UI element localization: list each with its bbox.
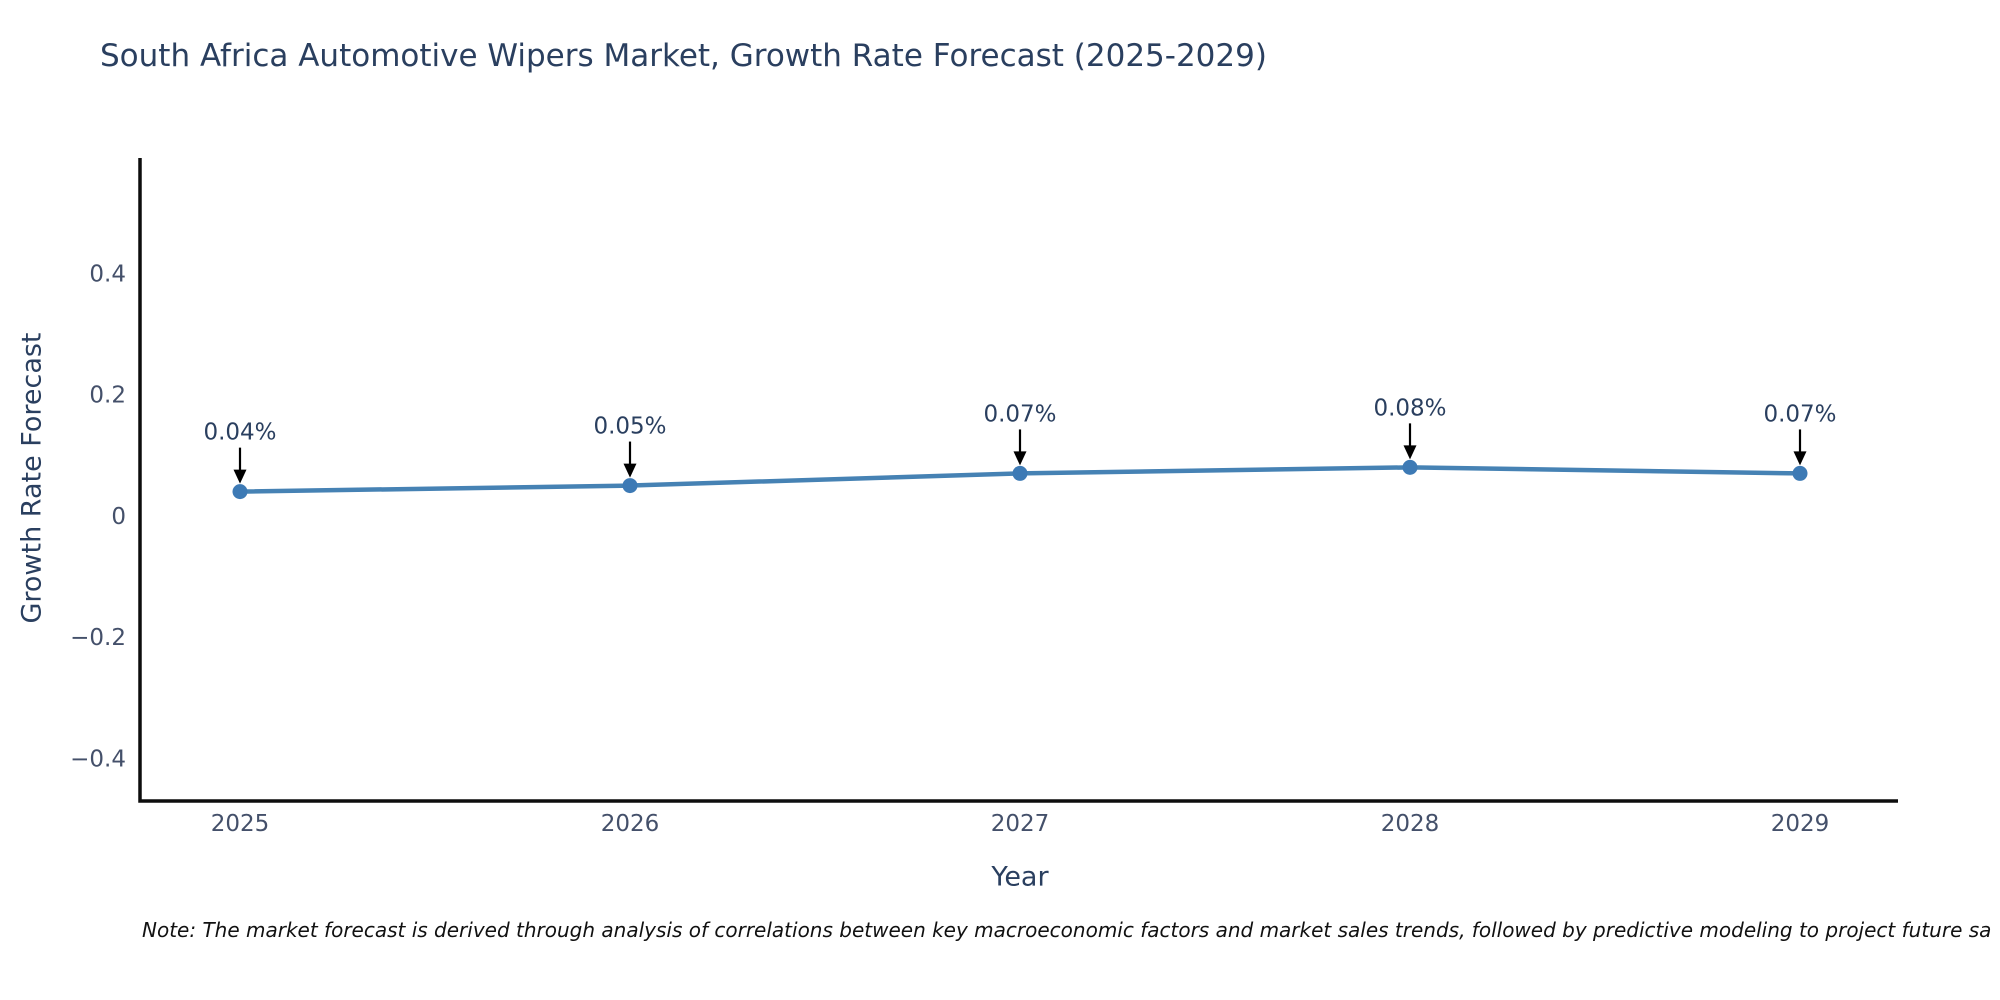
x-tick-label: 2027 bbox=[991, 811, 1050, 837]
x-tick-label: 2029 bbox=[1771, 811, 1830, 837]
annotation-arrow-head bbox=[233, 469, 247, 484]
point-annotation-label: 0.05% bbox=[593, 414, 666, 440]
y-tick-label: 0.2 bbox=[89, 383, 126, 409]
data-point-marker bbox=[1012, 465, 1028, 481]
annotation-arrow-head bbox=[623, 463, 637, 478]
y-tick-label: 0.4 bbox=[89, 261, 126, 287]
point-annotation-label: 0.08% bbox=[1373, 395, 1446, 421]
point-annotation-label: 0.07% bbox=[1763, 401, 1836, 427]
point-annotation-label: 0.04% bbox=[203, 420, 276, 446]
x-tick-label: 2028 bbox=[1381, 811, 1440, 837]
data-point-marker bbox=[1792, 465, 1808, 481]
annotation-arrow-head bbox=[1793, 451, 1807, 466]
data-point-marker bbox=[622, 478, 638, 494]
point-annotation-label: 0.07% bbox=[983, 401, 1056, 427]
y-tick-label: −0.2 bbox=[70, 625, 126, 651]
y-tick-label: −0.4 bbox=[70, 747, 126, 773]
footnote: Note: The market forecast is derived thr… bbox=[142, 918, 1992, 942]
data-point-marker bbox=[232, 484, 248, 500]
chart-title: South Africa Automotive Wipers Market, G… bbox=[100, 38, 1267, 74]
x-tick-label: 2025 bbox=[211, 811, 270, 837]
y-tick-label: 0 bbox=[111, 504, 126, 530]
x-tick-label: 2026 bbox=[601, 811, 660, 837]
annotation-arrow-head bbox=[1403, 445, 1417, 460]
axis-lines bbox=[138, 158, 1898, 803]
x-axis-title: Year bbox=[991, 861, 1049, 893]
data-point-marker bbox=[1402, 459, 1418, 475]
annotation-arrow-head bbox=[1013, 451, 1027, 466]
